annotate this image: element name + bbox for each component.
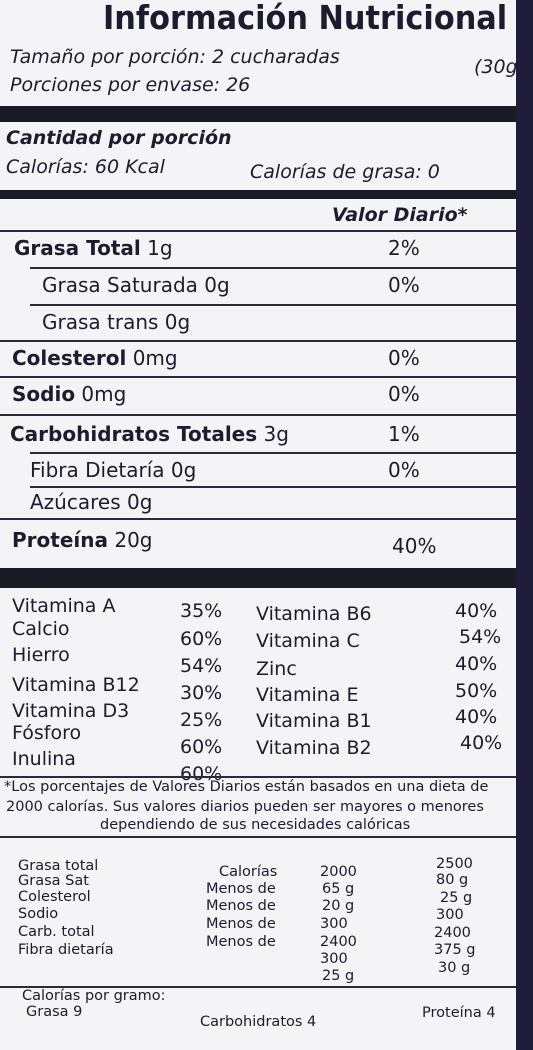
thick-divider (0, 106, 516, 122)
divider (0, 776, 516, 778)
medium-divider (0, 190, 516, 199)
servings-per-container: Porciones por envase: 26 (10, 74, 251, 96)
label-title: Información Nutricional (103, 0, 508, 37)
nutrient-row: Grasa trans 0g (42, 310, 191, 334)
divider (0, 230, 516, 232)
nutrient-row: Azúcares 0g (30, 490, 153, 514)
nutrient-row: Colesterol 0mg 0% (12, 346, 420, 370)
serving-size: Tamaño por porción: 2 cucharadas (10, 46, 340, 68)
nutrient-row: Proteína 20g 40% (12, 528, 437, 558)
nutrient-row: Sodio 0mg 0% (12, 382, 420, 406)
nutrient-row: Grasa Saturada 0g 0% (42, 273, 420, 297)
calories: Calorías: 60 Kcal (6, 156, 165, 178)
nutrient-row: Carbohidratos Totales 3g 1% (10, 422, 420, 446)
daily-value-heading: Valor Diario* (332, 204, 468, 226)
nutrient-row: Fibra Dietaría 0g 0% (30, 458, 420, 482)
calories-from-fat: Calorías de grasa: 0 (250, 161, 440, 183)
divider (0, 986, 516, 988)
thick-divider (0, 568, 516, 588)
amount-per-serving: Cantidad por porción (6, 127, 232, 149)
nutrient-row: Grasa Total 1g 2% (14, 236, 420, 260)
serving-weight: (30g) (474, 56, 516, 78)
divider (0, 836, 516, 838)
nutrition-label: Información Nutricional Tamaño por porci… (0, 0, 516, 1050)
